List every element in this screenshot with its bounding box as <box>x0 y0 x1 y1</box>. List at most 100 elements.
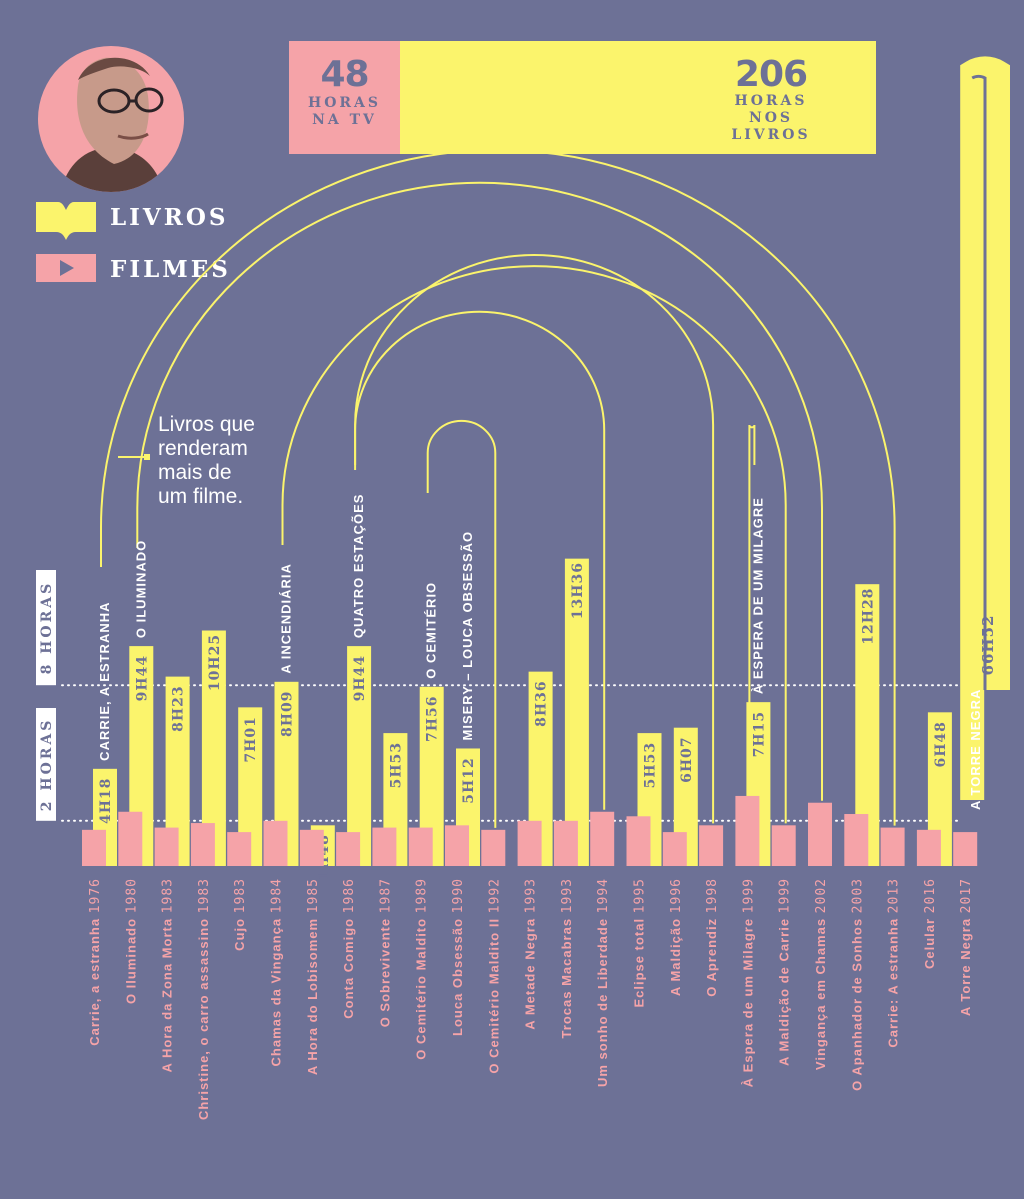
book-hours-label: 66H52 <box>979 615 997 676</box>
tv-hours-value: 48 <box>320 54 369 95</box>
film-bar <box>553 820 578 866</box>
film-bar <box>372 827 397 866</box>
film-bar <box>336 832 361 866</box>
annotation-note: Livros que renderam mais de um filme. <box>158 413 255 508</box>
book-title: O CEMITÉRIO <box>424 582 439 679</box>
film-label: A Maldição 1996 <box>668 878 684 996</box>
film-label: Conta Comigo 1986 <box>341 878 357 1019</box>
book-title: O ILUMINADO <box>133 540 148 638</box>
film-bar <box>662 832 687 866</box>
film-label: O Apanhador de Sonhos 2003 <box>849 878 865 1091</box>
film-bar <box>481 829 506 866</box>
film-label: A Metade Negra 1993 <box>523 878 539 1030</box>
book-hours-label: 6H07 <box>679 736 695 782</box>
book-hours-label: 8H36 <box>534 680 550 726</box>
film-bar <box>699 825 724 866</box>
book-title: A INCENDIÁRIA <box>279 563 294 674</box>
book-title: À ESPERA DE UM MILAGRE <box>750 497 765 694</box>
book-hours-label: 9H44 <box>352 655 368 701</box>
tv-hours-box: 48 HORAS NA TV <box>289 41 400 154</box>
film-label: Eclipse total 1995 <box>632 878 648 1008</box>
book-hours-label: 12H28 <box>860 588 876 645</box>
reference-label-box <box>36 570 56 686</box>
book-hours-label: 7H15 <box>751 711 767 757</box>
book-hours-label: 10H25 <box>207 634 223 691</box>
book-hours-label: 5H12 <box>461 757 477 803</box>
film-label: Celular 2016 <box>922 878 938 969</box>
book-title: QUATRO ESTAÇÕES <box>351 494 366 639</box>
film-label: O Sobrevivente 1987 <box>377 878 393 1027</box>
book-hours-box: 206 HORAS NOS LIVROS <box>400 41 876 154</box>
multi-film-arc <box>748 424 756 794</box>
film-label: Trocas Macabras 1993 <box>559 878 575 1038</box>
film-label: O Iluminado 1980 <box>123 878 139 1004</box>
legend-books-label: LIVROS <box>110 204 229 231</box>
film-label: Carrie: A estranha 2013 <box>886 878 902 1048</box>
multi-film-arc <box>100 149 896 826</box>
film-bar <box>844 814 869 866</box>
film-label: O Cemitério Maldito 1989 <box>414 878 430 1060</box>
film-bar <box>626 816 651 866</box>
film-label: Cujo 1983 <box>232 878 248 951</box>
film-bar <box>916 829 941 866</box>
film-label: O Cemitério Maldito II 1992 <box>486 878 502 1074</box>
film-bar <box>735 795 760 866</box>
film-label: Louca Obsessão 1990 <box>450 878 466 1036</box>
book-hours-label: 5H53 <box>388 742 404 788</box>
book-hours-label: 7H56 <box>425 696 441 742</box>
tv-hours-label: HORAS NA TV <box>307 95 382 128</box>
film-bar <box>880 827 905 866</box>
film-label: À Espera de um Milagre 1999 <box>740 878 756 1087</box>
book-title: MISERY – LOUCA OBSESSÃO <box>460 531 475 741</box>
film-bar <box>445 825 469 866</box>
book-title: CARRIE, A ESTRANHA <box>97 601 112 760</box>
book-hours-label: 6H48 <box>933 721 949 767</box>
multi-film-arc <box>281 264 787 824</box>
film-bar <box>190 823 215 866</box>
film-bar <box>118 811 143 866</box>
play-icon <box>36 254 96 282</box>
film-bar <box>590 811 615 866</box>
film-label: Carrie, a estranha 1976 <box>87 878 103 1046</box>
film-bar <box>808 802 832 866</box>
film-label: Christine, o carro assassino 1983 <box>196 878 212 1120</box>
multi-film-arc <box>354 254 715 824</box>
book-bar <box>564 558 589 866</box>
film-bar <box>299 829 324 866</box>
tower-loop <box>960 56 1010 800</box>
book-hours-label: 8H23 <box>171 685 187 731</box>
multi-film-arc <box>354 310 606 810</box>
book-hours-label: 5H53 <box>643 742 659 788</box>
film-label: A Maldição de Carrie 1999 <box>777 878 793 1066</box>
film-label: Chamas da Vingança 1984 <box>269 878 285 1066</box>
book-hours-label: 9H44 <box>134 655 150 701</box>
book-title: A TORRE NEGRA <box>968 689 983 810</box>
film-label: A Hora do Lobisomem 1985 <box>305 878 321 1075</box>
multi-film-arc <box>426 419 497 828</box>
book-hours-label: 4H18 <box>98 778 114 824</box>
annotation-dot <box>144 454 150 460</box>
book-hours-label: 7H01 <box>243 716 259 762</box>
author-portrait <box>38 46 184 192</box>
film-label: Vingança em Chamas 2002 <box>813 878 829 1070</box>
film-bar <box>154 827 179 866</box>
book-hours-label: 8H09 <box>280 691 296 737</box>
film-label: Um sonho de Liberdade 1994 <box>595 878 611 1087</box>
reference-label-box <box>36 708 56 821</box>
book-hours-value: 206 <box>734 54 808 95</box>
film-label: A Torre Negra 2017 <box>958 878 974 1016</box>
film-bar <box>953 832 978 866</box>
film-bar <box>82 829 106 866</box>
film-label: A Hora da Zona Morta 1983 <box>160 878 176 1073</box>
multi-film-arc <box>136 181 823 801</box>
film-label: O Aprendiz 1998 <box>704 878 720 997</box>
book-icon <box>36 202 96 240</box>
reference-label: 8 HORAS <box>39 581 55 675</box>
book-hours-label: 13H36 <box>570 562 586 619</box>
film-bar <box>227 832 252 866</box>
film-bar <box>771 825 796 866</box>
tower-loop-gap <box>971 74 987 690</box>
film-bar <box>408 827 433 866</box>
